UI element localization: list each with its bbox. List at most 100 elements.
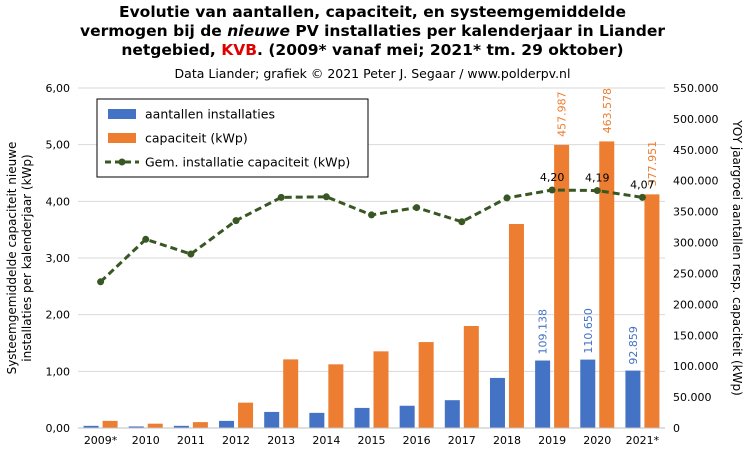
y-left-axis-label-line2: installaties per kalenderjaar (kWp) [20,154,34,361]
legend-swatch [108,133,136,143]
bar-capaciteit [328,364,344,428]
chart-title: Evolutie van aantallen, capaciteit, en s… [0,3,745,60]
bar-capaciteit [238,402,254,428]
x-tick-label: 2009* [84,434,118,447]
data-label-aantallen: 92.859 [627,326,640,365]
y-right-tick-label: 400.000 [673,175,719,188]
avg-capacity-point [593,187,601,195]
bar-aantallen [219,420,235,428]
data-labels: 109.138 457.987 110.650 463.578 92.859 377.95… [537,88,659,365]
bar-capaciteit [192,422,208,428]
bar-aantallen [173,425,189,428]
bar-capaciteit [554,144,570,428]
bar-capaciteit [102,420,118,428]
avg-capacity-point [232,217,240,225]
bar-capaciteit [373,351,389,428]
y-left-tick-label: 1,00 [46,365,71,378]
legend-box [96,98,369,178]
x-tick-label: 2014 [312,434,340,447]
x-tick-label: 2018 [493,434,521,447]
y-left-tick-label: 0,00 [46,422,71,435]
legend-entry: aantallen installaties [145,107,275,122]
title-line-1: Evolutie van aantallen, capaciteit, en s… [118,3,626,21]
legend-entry: Gem. installatie capaciteit (kWp) [145,155,350,170]
y-right-tick-label: 300.000 [673,237,719,250]
y-left-axis-label-line1: Systeemgemiddelde capaciteit nieuwe [5,142,19,375]
bar-aantallen [83,425,99,428]
y-right-tick-label: 450.000 [673,144,719,157]
bar-capaciteit [147,423,163,428]
avg-capacity-point [503,194,511,202]
y-right-tick-label: 550.000 [673,82,719,95]
avg-capacity-point [368,211,375,219]
bar-aantallen [580,359,596,428]
axes: 0,00 1,00 2,00 3,00 4,00 5,00 6,00 0 50.000 100.0… [46,82,719,447]
y-left-tick-label: 6,00 [46,82,71,95]
y-right-tick-label: 100.000 [673,360,719,373]
y-left-tick-label: 3,00 [46,252,71,265]
legend: aantallen installaties capaciteit (kWp) Ge… [96,98,369,178]
y-right-tick-label: 350.000 [673,206,719,219]
legend-marker [118,158,126,166]
x-tick-label: 2021* [626,434,660,447]
kvb-highlight: KVB [221,41,258,59]
bar-aantallen [354,407,370,428]
x-tick-label: 2020 [583,434,611,447]
data-label-capaciteit: 377.951 [646,141,659,187]
x-tick-label: 2015 [358,434,386,447]
bar-capaciteit [508,224,524,428]
y-right-axis-label: YOY jaargroei aantallen resp. capaciteit… [730,119,744,396]
y-right-tick-label: 250.000 [673,267,719,280]
avg-capacity-point [413,204,421,212]
data-label-avg-capacity: 4,20 [540,171,565,184]
bar-aantallen [309,412,325,428]
bar-capaciteit [283,359,299,428]
avg-capacity-point [97,278,105,286]
bar-aantallen [399,405,415,428]
bar-capaciteit [418,342,434,428]
x-tick-label: 2016 [403,434,431,447]
bar-aantallen [489,377,505,428]
legend-swatch [108,109,136,119]
x-tick-label: 2013 [267,434,295,447]
x-tick-label: 2010 [132,434,160,447]
title-line-2: vermogen bij de nieuwe PV installaties p… [80,22,665,40]
bars [83,141,660,429]
y-left-tick-label: 4,00 [46,195,71,208]
avg-capacity-point [322,193,330,201]
bar-aantallen [444,400,460,428]
y-right-tick-label: 150.000 [673,329,719,342]
bar-aantallen [535,360,551,428]
y-right-tick-label: 0 [673,422,680,435]
data-label-avg-capacity: 4,19 [585,172,610,185]
y-right-tick-label: 50.000 [673,391,712,404]
bar-aantallen [128,426,144,428]
avg-capacity-point [548,186,556,194]
chart-subtitle: Data Liander; grafiek © 2021 Peter J. Se… [174,66,571,81]
avg-capacity-point [187,250,195,258]
data-label-aantallen: 109.138 [537,309,550,355]
avg-capacity-point [458,218,466,226]
bar-capaciteit [644,194,660,428]
title-line-3: netgebied, KVB. (2009* vanaf mei; 2021* … [121,41,624,59]
y-left-tick-label: 2,00 [46,309,71,322]
y-right-tick-label: 500.000 [673,113,719,126]
bar-aantallen [625,370,641,428]
avg-capacity-point [142,235,150,243]
bar-aantallen [264,411,280,428]
avg-capacity-line [97,186,646,286]
data-label-avg-capacity: 4,07 [630,178,655,191]
bar-capaciteit [599,141,615,429]
data-label-capaciteit: 457.987 [556,91,569,137]
x-tick-label: 2017 [448,434,476,447]
avg-capacity-point [277,193,285,201]
avg-capacity-point [638,193,646,201]
x-tick-label: 2012 [222,434,250,447]
bar-capaciteit [463,326,479,428]
x-tick-label: 2011 [177,434,205,447]
y-left-tick-label: 5,00 [46,139,71,152]
legend-entry: capaciteit (kWp) [145,131,248,146]
x-tick-label: 2019 [538,434,566,447]
data-label-aantallen: 110.650 [582,308,595,354]
